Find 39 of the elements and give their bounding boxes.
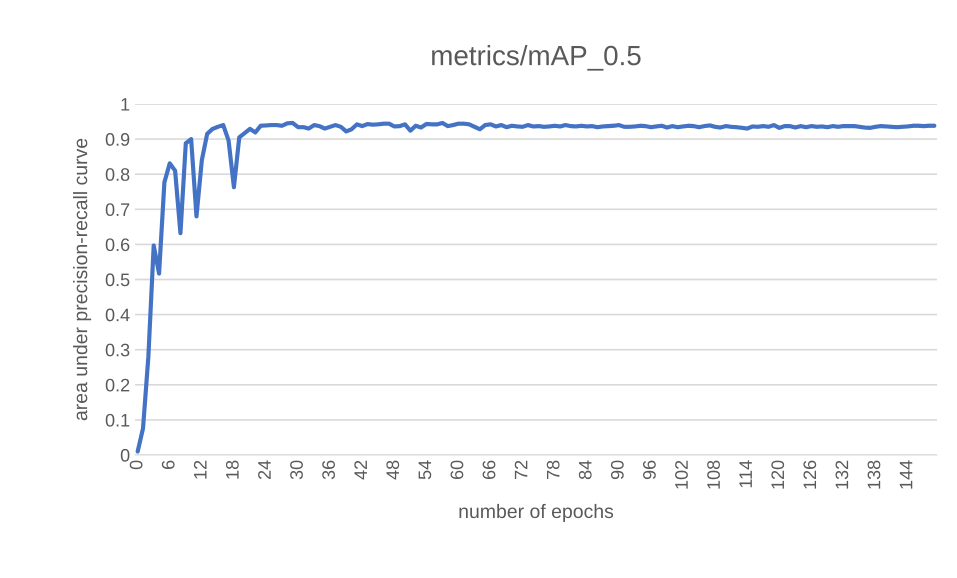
x-tick-label: 36 (322, 460, 335, 480)
x-tick-label: 42 (354, 460, 367, 480)
x-tick-label: 54 (418, 460, 432, 480)
y-tick-label: 1 (121, 98, 130, 111)
x-tick-label: 0 (130, 460, 143, 470)
chart-title: metrics/mAP_0.5 (432, 44, 641, 71)
y-tick-label: 0.1 (106, 414, 130, 427)
x-tick-label: 24 (258, 460, 271, 480)
x-tick-label: 18 (226, 460, 239, 479)
x-tick-label: 90 (610, 460, 624, 480)
y-tick-label: 0.6 (106, 238, 130, 252)
x-tick-label: 48 (386, 460, 400, 480)
y-tick-label: 0.5 (106, 273, 130, 286)
x-tick-label: 120 (771, 460, 784, 489)
x-tick-label: 108 (707, 460, 720, 489)
x-tick-label: 84 (578, 460, 592, 480)
y-tick-label: 0.8 (106, 168, 130, 181)
x-tick-label: 96 (643, 460, 656, 480)
x-tick-label: 114 (739, 460, 752, 488)
y-tick-label: 0.2 (106, 378, 130, 392)
x-tick-label: 30 (290, 460, 303, 480)
x-tick-label: 60 (450, 460, 464, 480)
x-tick-label: 132 (835, 460, 848, 489)
x-tick-label: 144 (900, 460, 912, 489)
y-tick-label: 0.4 (106, 308, 130, 322)
x-tick-label: 72 (514, 460, 528, 480)
x-tick-label: 66 (482, 460, 496, 480)
y-axis-title: area under precision-recall curve (73, 138, 92, 420)
x-axis-title: number of epochs (459, 504, 614, 522)
x-tick-label: 102 (675, 460, 688, 489)
y-tick-label: 0.7 (106, 203, 130, 216)
x-tick-label: 78 (546, 460, 560, 480)
y-tick-label: 0.9 (106, 133, 130, 146)
x-tick-label: 12 (194, 460, 206, 479)
x-tick-label: 138 (868, 460, 880, 489)
x-tick-label: 126 (803, 460, 816, 489)
line-series (136, 120, 936, 454)
x-tick-label: 6 (162, 460, 175, 469)
y-tick-label: 0.3 (106, 344, 130, 356)
